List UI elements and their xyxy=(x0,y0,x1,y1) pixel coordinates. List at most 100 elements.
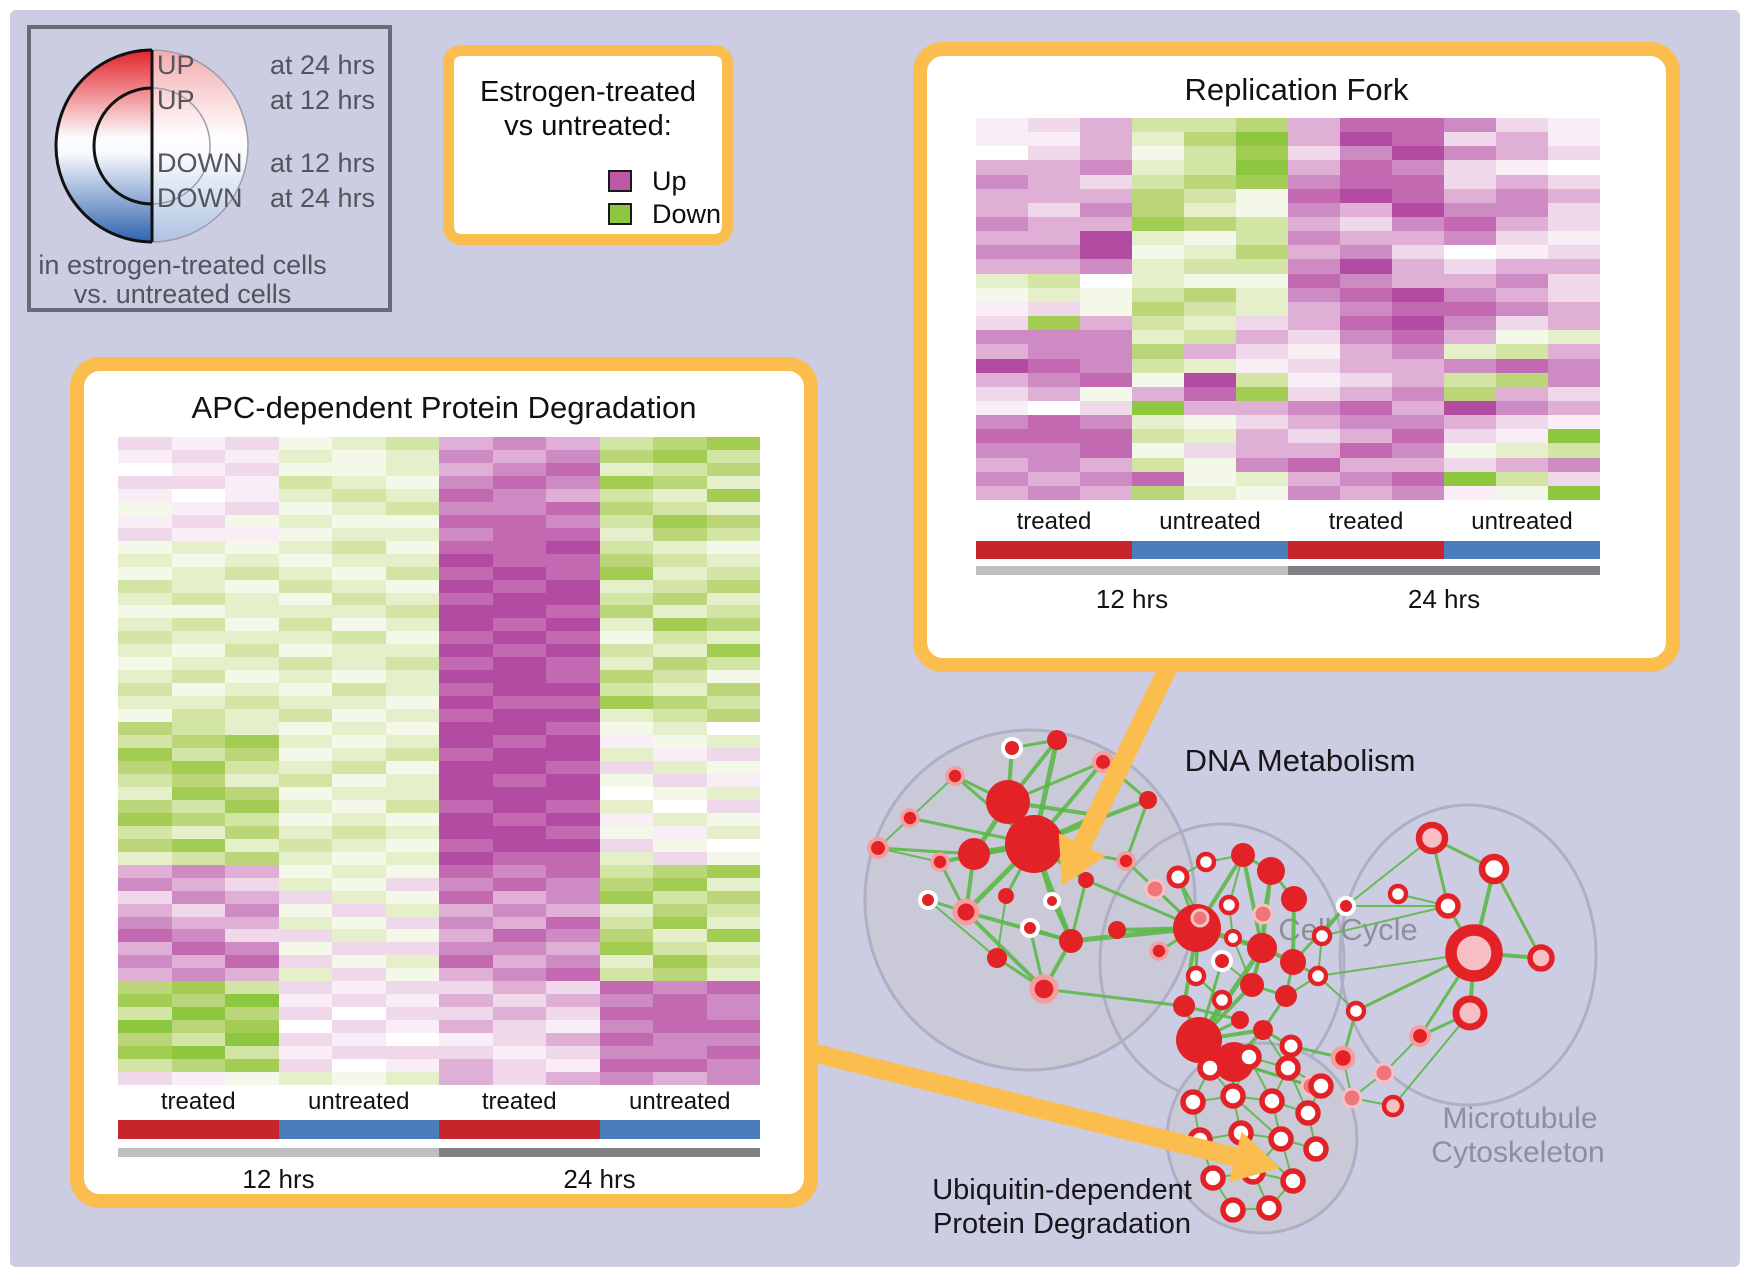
heatmap-cell xyxy=(1340,273,1392,288)
heatmap-cell xyxy=(546,475,600,489)
heatmap-cell xyxy=(1288,146,1340,161)
heatmap-cell xyxy=(332,1020,386,1034)
heatmap-cell xyxy=(278,618,332,632)
heatmap-cell xyxy=(118,618,172,632)
heatmap-cell xyxy=(706,722,760,736)
condition-label: untreated xyxy=(1159,508,1261,535)
heatmap-cell xyxy=(1288,358,1340,373)
heatmap-cell xyxy=(492,475,546,489)
heatmap-cell xyxy=(706,514,760,528)
heatmap-cell xyxy=(976,386,1028,401)
heatmap-cell xyxy=(332,786,386,800)
heatmap-cell xyxy=(1392,259,1444,274)
heatmap-cell xyxy=(706,670,760,684)
replication-time-labels: 12 hrs 24 hrs xyxy=(976,584,1600,615)
heatmap-cell xyxy=(599,761,653,774)
heatmap-cell xyxy=(225,994,279,1008)
heatmap-cell xyxy=(1496,259,1548,274)
heatmap-cell xyxy=(976,245,1028,260)
heatmap-cell xyxy=(385,1059,439,1073)
heatmap-cell xyxy=(278,812,332,826)
heatmap-cell xyxy=(546,1072,600,1085)
heatmap-cell xyxy=(653,903,707,917)
heatmap-cell xyxy=(278,527,332,541)
heatmap-cell xyxy=(546,851,600,865)
heatmap-cell xyxy=(1496,160,1548,175)
heatmap-cell xyxy=(1288,457,1340,472)
heatmap-cell xyxy=(546,605,600,619)
heatmap-cell xyxy=(332,527,386,541)
heatmap-cell xyxy=(706,864,760,878)
heatmap-cell xyxy=(546,540,600,554)
heatmap-cell xyxy=(1080,146,1132,161)
heatmap-cell xyxy=(1028,386,1080,401)
heatmap-cell xyxy=(118,748,172,761)
heatmap-cell xyxy=(439,605,493,619)
heatmap-cell xyxy=(653,1046,707,1060)
heatmap-cell xyxy=(1340,457,1392,472)
heatmap-cell xyxy=(225,890,279,904)
heatmap-cell xyxy=(171,683,225,697)
heatmap-cell xyxy=(171,735,225,749)
heatmap-cell xyxy=(1132,429,1184,444)
heatmap-cell xyxy=(1548,273,1600,288)
heatmap-cell xyxy=(332,903,386,917)
untreated-bar-segment xyxy=(1132,541,1288,559)
heatmap-cell xyxy=(278,903,332,917)
heatmap-cell xyxy=(118,540,172,554)
heatmap-cell xyxy=(1184,386,1236,401)
heatmap-cell xyxy=(1548,231,1600,246)
heatmap-cell xyxy=(385,683,439,697)
heatmap-cell xyxy=(1236,132,1288,147)
heatmap-cell xyxy=(385,462,439,476)
heatmap-cell xyxy=(118,942,172,956)
heatmap-cell xyxy=(599,851,653,865)
heatmap-cell xyxy=(1392,429,1444,444)
heatmap-cell xyxy=(1288,245,1340,260)
heatmap-cell xyxy=(976,188,1028,203)
heatmap-cell xyxy=(385,527,439,541)
heatmap-cell xyxy=(492,890,546,904)
heatmap-cell xyxy=(1288,202,1340,218)
heatmap-cell xyxy=(706,1033,760,1047)
heatmap-cell xyxy=(653,475,707,489)
heatmap-cell xyxy=(278,942,332,956)
estrogen-legend-title-line1: Estrogen-treated xyxy=(479,76,696,108)
heatmap-cell xyxy=(1444,118,1496,133)
heatmap-cell xyxy=(439,968,493,982)
heatmap-cell xyxy=(1392,400,1444,416)
heatmap-cell xyxy=(332,981,386,995)
heatmap-cell xyxy=(653,631,707,645)
heatmap-cell xyxy=(1080,245,1132,260)
heatmap-cell xyxy=(1132,160,1184,175)
heatmap-cell xyxy=(1080,485,1132,500)
heatmap-cell xyxy=(278,437,332,450)
heatmap-cell xyxy=(1236,415,1288,430)
heatmap-cell xyxy=(976,217,1028,232)
heatmap-cell xyxy=(1340,301,1392,317)
heatmap-cell xyxy=(976,344,1028,359)
heatmap-cell xyxy=(1340,485,1392,500)
heatmap-cell xyxy=(1184,188,1236,203)
heatmap-cell xyxy=(278,968,332,982)
heatmap-cell xyxy=(546,890,600,904)
heatmap-cell xyxy=(1288,400,1340,416)
heatmap-cell xyxy=(385,722,439,736)
heatmap-cell xyxy=(1184,259,1236,274)
heatmap-cell xyxy=(118,1007,172,1021)
heatmap-cell xyxy=(118,631,172,645)
heatmap-cell xyxy=(492,670,546,684)
heatmap-cell xyxy=(1236,146,1288,161)
heatmap-cell xyxy=(171,722,225,736)
heatmap-cell xyxy=(118,514,172,528)
heatmap-cell xyxy=(278,670,332,684)
heatmap-cell xyxy=(1444,415,1496,430)
heatmap-cell xyxy=(546,631,600,645)
heatmap-cell xyxy=(706,890,760,904)
heatmap-cell xyxy=(1548,118,1600,133)
heatmap-cell xyxy=(706,527,760,541)
heatmap-cell xyxy=(1392,330,1444,345)
heatmap-cell xyxy=(706,968,760,982)
heatmap-cell xyxy=(599,579,653,593)
heatmap-cell xyxy=(1340,443,1392,458)
